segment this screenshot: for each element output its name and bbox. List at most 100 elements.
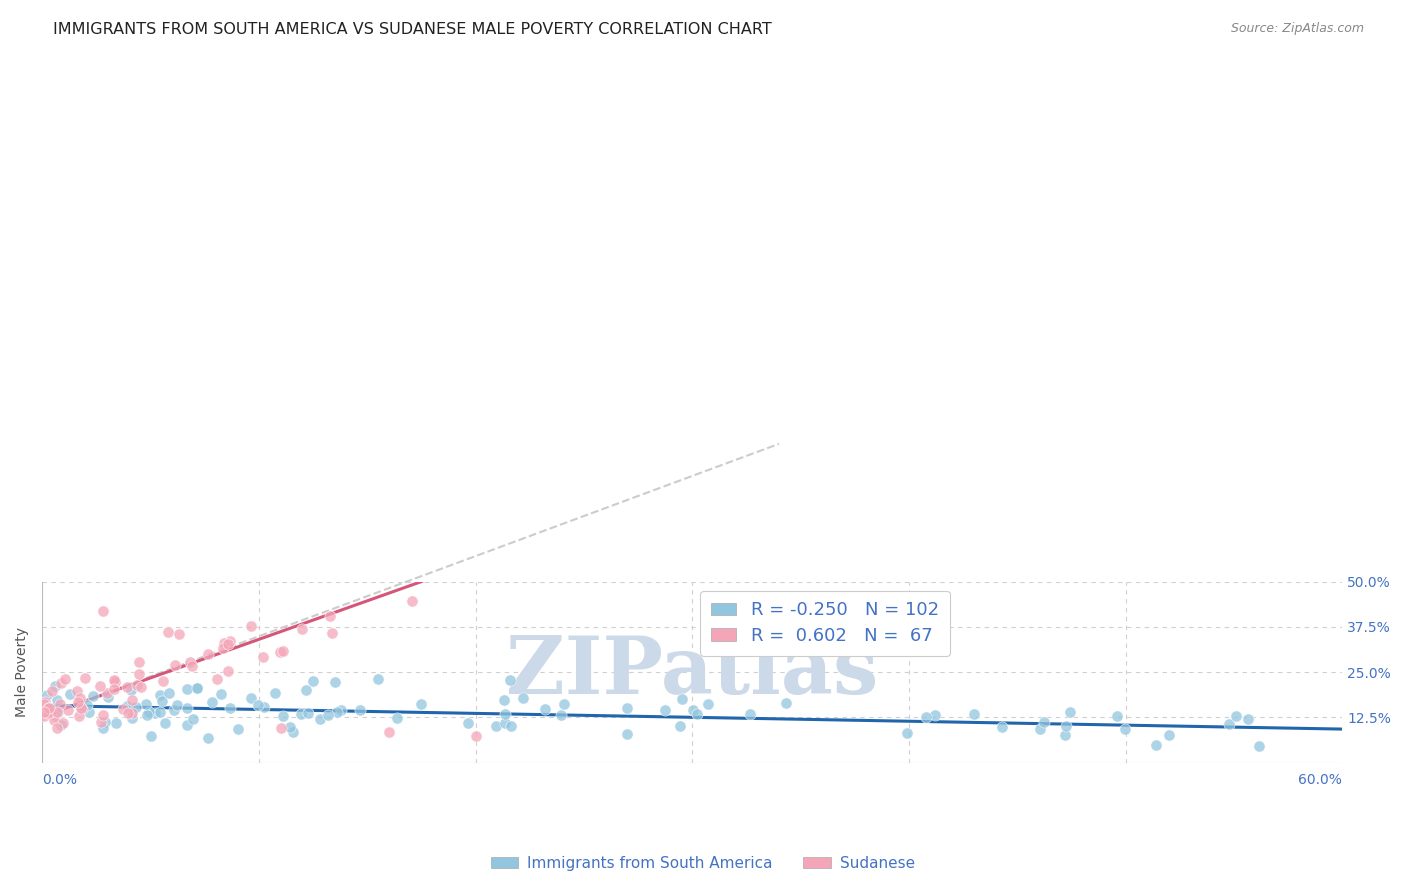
Point [166, 698, 188, 713]
Point [914, 710, 936, 724]
Point [252, 649, 274, 664]
Point [135, 707, 157, 722]
Point [263, 686, 285, 700]
Point [205, 672, 228, 686]
Point [308, 712, 330, 726]
Point [34, 697, 56, 711]
Point [290, 706, 312, 721]
Point [66, 683, 89, 698]
Point [73, 671, 96, 685]
Point [163, 703, 186, 717]
Point [127, 678, 149, 692]
Point [115, 699, 138, 714]
Point [1218, 717, 1240, 731]
Point [34, 709, 56, 723]
Point [181, 659, 204, 673]
Point [121, 710, 143, 724]
Point [253, 699, 276, 714]
Point [378, 725, 401, 739]
Point [41, 683, 63, 698]
Point [668, 719, 690, 733]
Point [271, 709, 294, 723]
Point [326, 705, 349, 719]
Point [41, 705, 63, 719]
Point [534, 702, 557, 716]
Point [240, 619, 263, 633]
Point [37, 706, 59, 720]
Point [67, 709, 90, 723]
Point [1247, 739, 1270, 754]
Point [654, 703, 676, 717]
Point [281, 725, 304, 739]
Point [409, 697, 432, 711]
Point [294, 683, 316, 698]
Point [484, 719, 506, 733]
Point [550, 708, 572, 723]
Point [401, 593, 423, 607]
Point [45, 721, 67, 735]
Point [319, 609, 342, 624]
Point [219, 701, 242, 715]
Point [51, 675, 73, 690]
Point [1236, 712, 1258, 726]
Point [186, 681, 208, 695]
Point [323, 675, 346, 690]
Point [1054, 728, 1077, 742]
Point [217, 636, 239, 650]
Point [34, 695, 56, 709]
Point [176, 717, 198, 731]
Text: 0.0%: 0.0% [42, 772, 77, 787]
Point [120, 682, 142, 697]
Point [269, 645, 291, 659]
Point [512, 691, 534, 706]
Point [246, 698, 269, 712]
Point [176, 681, 198, 696]
Point [112, 701, 135, 715]
Point [152, 673, 174, 688]
Point [35, 689, 58, 703]
Point [89, 679, 111, 693]
Point [616, 701, 638, 715]
Point [90, 714, 112, 729]
Point [37, 701, 59, 715]
Point [49, 718, 72, 732]
Point [1159, 728, 1181, 742]
Point [70, 701, 93, 715]
Point [197, 731, 219, 746]
Point [96, 686, 118, 700]
Point [138, 706, 160, 720]
Point [302, 674, 325, 689]
Point [52, 715, 75, 730]
Point [128, 655, 150, 669]
Point [167, 627, 190, 641]
Point [104, 715, 127, 730]
Point [218, 634, 240, 648]
Text: Source: ZipAtlas.com: Source: ZipAtlas.com [1230, 22, 1364, 36]
Point [499, 718, 522, 732]
Point [1054, 718, 1077, 732]
Point [291, 622, 314, 636]
Point [553, 697, 575, 711]
Point [59, 687, 82, 701]
Point [457, 716, 479, 731]
Point [94, 714, 117, 729]
Point [273, 644, 295, 658]
Point [37, 701, 59, 715]
Point [69, 691, 91, 706]
Legend: Immigrants from South America, Sudanese: Immigrants from South America, Sudanese [485, 850, 921, 877]
Point [179, 655, 201, 669]
Point [1033, 715, 1056, 730]
Point [149, 705, 172, 719]
Point [121, 706, 143, 720]
Point [494, 706, 516, 721]
Point [963, 707, 986, 722]
Point [321, 626, 343, 640]
Point [56, 703, 79, 717]
Point [176, 701, 198, 715]
Text: 60.0%: 60.0% [1298, 772, 1343, 787]
Point [67, 695, 90, 709]
Point [197, 647, 219, 661]
Point [150, 693, 173, 707]
Point [697, 698, 720, 712]
Point [103, 682, 125, 697]
